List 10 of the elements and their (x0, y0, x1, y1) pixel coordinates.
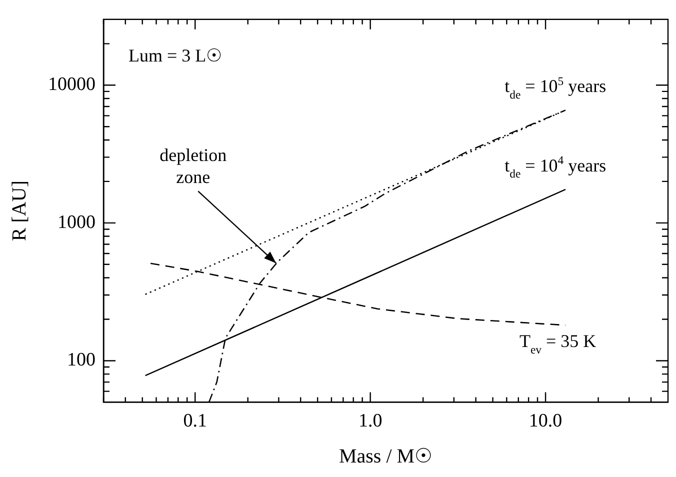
x-tick-label: 0.1 (183, 410, 207, 432)
x-tick-label: 1.0 (358, 410, 382, 432)
y-tick-label: 1000 (58, 212, 96, 233)
x-axis-title: Mass / M☉ (338, 445, 433, 468)
y-tick-label: 100 (67, 350, 96, 371)
annotation: depletion zone (160, 145, 227, 188)
annotation: Lum = 3 L☉ (128, 45, 222, 66)
y-tick-label: 10000 (48, 74, 96, 96)
x-tick-label: 10.0 (528, 410, 562, 432)
y-axis-title: R [AU] (8, 180, 30, 242)
